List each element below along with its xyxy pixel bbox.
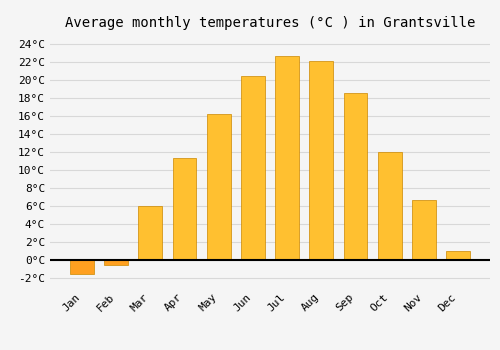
Bar [70, 260, 94, 273]
Bar [412, 200, 436, 260]
Bar [310, 61, 333, 260]
Bar [275, 56, 299, 260]
Bar [378, 152, 402, 260]
Bar [138, 206, 162, 260]
Bar [446, 251, 470, 260]
Bar [104, 260, 128, 265]
Bar [344, 93, 367, 260]
Bar [172, 158, 197, 260]
Bar [241, 76, 265, 260]
Bar [207, 114, 231, 260]
Title: Average monthly temperatures (°C ) in Grantsville: Average monthly temperatures (°C ) in Gr… [65, 16, 475, 30]
